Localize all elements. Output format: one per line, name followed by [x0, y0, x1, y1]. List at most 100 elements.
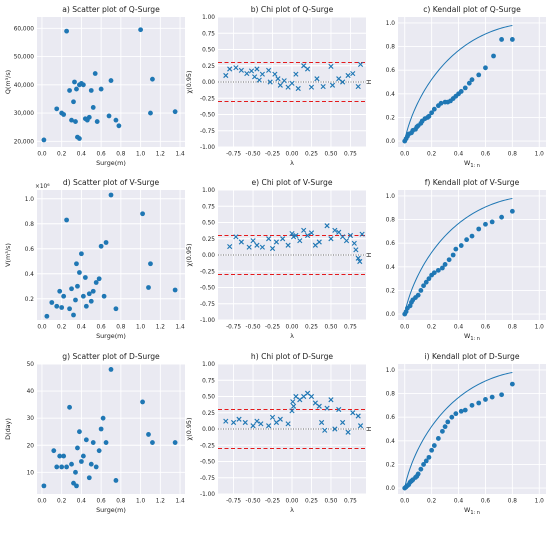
x-tick-label: 0.25 [305, 499, 318, 505]
data-point [71, 99, 76, 105]
y-tick-label: 1.0 [386, 194, 396, 200]
data-point [75, 283, 80, 289]
data-point [59, 305, 65, 310]
data-point [69, 286, 74, 292]
x-tick-label: 1.4 [175, 325, 185, 331]
x-tick-label: 0.25 [305, 325, 318, 331]
x-tick-label: 0.8 [116, 499, 126, 505]
data-point [259, 71, 265, 77]
data-point [340, 419, 346, 426]
y-tick-label: 0.6 [386, 415, 396, 421]
x-tick-label: 0.50 [324, 499, 337, 505]
data-point [355, 83, 361, 90]
y-tick-label: -0.75 [200, 129, 215, 135]
data-point [103, 440, 109, 445]
data-point [90, 440, 96, 445]
data-point [426, 454, 432, 460]
x-tick-label: 0.4 [454, 325, 464, 331]
data-point [113, 478, 119, 483]
x-tick-label: 0.6 [97, 325, 107, 331]
x-tick-label: 0.75 [344, 499, 357, 505]
data-point [357, 423, 364, 429]
data-point [258, 421, 264, 427]
marks-layer [218, 390, 366, 450]
data-point [77, 429, 82, 435]
data-point [355, 413, 361, 419]
data-point [345, 429, 351, 435]
x-tick-label: 0.2 [427, 499, 437, 505]
data-point [41, 483, 47, 489]
data-point [259, 244, 265, 250]
data-point [272, 71, 278, 77]
data-point [462, 407, 468, 413]
data-point [86, 291, 92, 297]
data-point [73, 119, 78, 124]
data-point [462, 85, 468, 91]
marks-layer [41, 367, 178, 489]
data-point [322, 427, 328, 433]
data-point [93, 464, 99, 470]
data-point [106, 113, 112, 119]
y-tick-label: 0.4 [386, 439, 396, 445]
data-point [316, 239, 322, 245]
x-axis-label-subscript: 1: n [470, 163, 480, 169]
y-tick-label: 20 [27, 443, 35, 449]
data-point [61, 293, 67, 299]
data-point [281, 78, 287, 84]
data-point [491, 53, 496, 59]
data-point [44, 313, 50, 319]
data-point [242, 419, 248, 426]
marks-layer [402, 24, 515, 144]
marks-layer [402, 197, 515, 317]
data-point [308, 393, 315, 400]
x-axis-label: W1: n [464, 506, 480, 516]
data-point [77, 270, 82, 275]
data-point [340, 79, 346, 85]
data-point [269, 245, 276, 252]
data-point [435, 436, 441, 441]
y-axis-label: χ(0.95) [185, 71, 193, 94]
data-point [353, 247, 359, 253]
x-axis-label: W1: n [464, 332, 480, 342]
data-point [450, 252, 456, 258]
data-point [248, 68, 255, 74]
data-point [74, 483, 79, 489]
plot-area [398, 190, 546, 320]
x-tick-label: 0.0 [37, 152, 47, 158]
data-point [98, 243, 104, 249]
data-point [476, 226, 482, 232]
data-point [98, 86, 104, 92]
data-point [421, 462, 426, 467]
x-tick-label: 1.0 [136, 499, 146, 505]
y-axis-label: Q(m³/s) [4, 70, 12, 94]
data-point [332, 426, 338, 432]
data-point [297, 238, 303, 244]
data-point [357, 61, 364, 68]
data-point [90, 105, 96, 110]
data-point [359, 231, 365, 237]
data-point [140, 211, 145, 217]
reference-curve [404, 24, 513, 141]
data-point [476, 72, 482, 78]
data-point [308, 84, 315, 90]
y-tick-label: 0.75 [202, 31, 215, 37]
data-point [73, 297, 78, 303]
data-point [347, 232, 354, 239]
data-point [172, 109, 178, 115]
data-point [336, 406, 342, 413]
data-point [61, 453, 67, 459]
y-tick-label: 0.50 [202, 221, 215, 227]
data-point [280, 236, 286, 242]
data-point [415, 471, 421, 477]
data-point [108, 192, 114, 198]
chart-panel-2: b) Chi plot of Q-Surge -0.75 -0.50 -0.25 0.0… [185, 5, 366, 167]
data-point [86, 475, 92, 481]
data-point [499, 214, 504, 220]
data-point [350, 410, 356, 416]
data-point [88, 88, 94, 93]
data-point [150, 76, 155, 82]
data-point [355, 255, 361, 261]
data-point [328, 397, 334, 403]
data-point [80, 453, 86, 459]
x-tick-label: 1.0 [136, 152, 146, 158]
